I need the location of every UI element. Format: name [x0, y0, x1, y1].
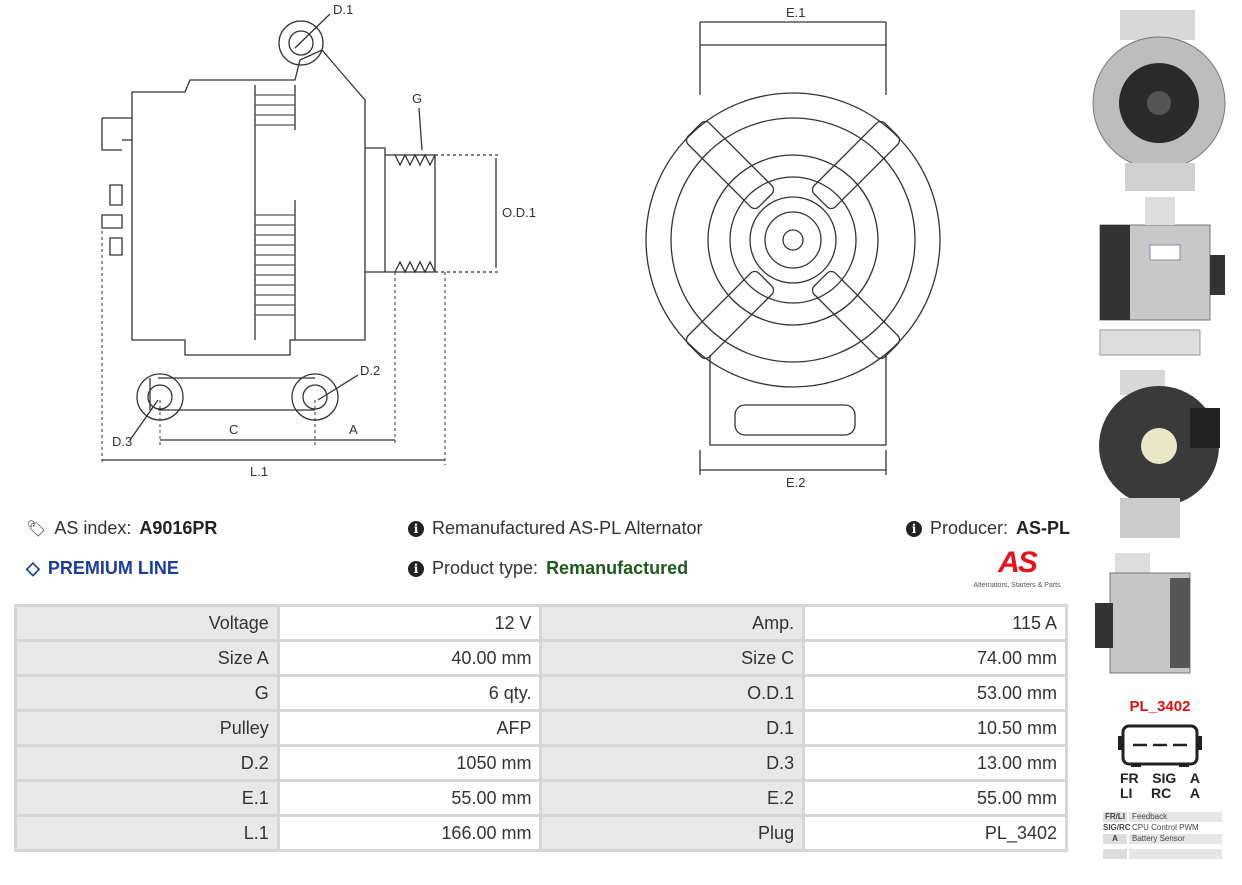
info-icon: i	[408, 560, 424, 577]
product-type: i Product type: Remanufactured	[408, 558, 688, 579]
product-type-value: Remanufactured	[546, 558, 689, 578]
spec-label: L.1	[14, 814, 280, 852]
product-photo-rear	[1090, 368, 1228, 543]
spec-label: D.1	[539, 709, 806, 747]
spec-value: 55.00 mm	[276, 779, 543, 817]
description: i Remanufactured AS-PL Alternator	[408, 518, 702, 539]
pin-label: FR	[1120, 770, 1139, 786]
legend-key: A	[1103, 834, 1127, 844]
spec-label: D.3	[539, 744, 806, 782]
label-od1: O.D.1	[502, 205, 536, 220]
spec-value: 12 V	[276, 604, 543, 642]
info-icon: i	[906, 520, 922, 537]
side-view-diagram: O.D.1 G D.1 D.2 D.3 C A L.1	[101, 2, 536, 479]
label-d2: D.2	[360, 363, 380, 378]
spec-value: PL_3402	[802, 814, 1068, 852]
pin-label: A	[1189, 785, 1200, 801]
product-photo-angle	[1090, 548, 1228, 683]
premium-line-badge: ◇ PREMIUM LINE	[26, 558, 179, 579]
spec-label: Plug	[539, 814, 806, 852]
plug-connector-icon	[1118, 724, 1202, 767]
spec-row: E.1 55.00 mm E.2 55.00 mm	[14, 779, 1068, 817]
label-a: A	[349, 422, 358, 437]
pin-label: A	[1189, 770, 1200, 786]
legend-value: CPU Control PWM	[1132, 823, 1199, 832]
label-l1: L.1	[250, 464, 268, 479]
description-text: Remanufactured AS-PL Alternator	[432, 518, 703, 538]
logo-tagline: Alternators, Starters & Parts	[973, 582, 1061, 589]
legend-row: SIG/RC CPU Control PWM	[1103, 823, 1222, 833]
spec-value: 10.50 mm	[802, 709, 1068, 747]
as-index: 🏷︎ AS index: A9016PR	[26, 518, 217, 539]
spec-label: Size C	[539, 639, 806, 677]
as-pl-logo: AS Alternators, Starters & Parts	[966, 548, 1068, 589]
producer-label: Producer:	[930, 518, 1009, 538]
spec-row: L.1 166.00 mm Plug PL_3402	[14, 814, 1068, 852]
legend-row: A Battery Sensor	[1103, 834, 1222, 844]
spec-value: 40.00 mm	[276, 639, 543, 677]
spec-row: Size A 40.00 mm Size C 74.00 mm	[14, 639, 1068, 677]
spec-label: Size A	[14, 639, 280, 677]
legend-value: Feedback	[1129, 812, 1222, 822]
spec-label: D.2	[14, 744, 280, 782]
as-index-value: A9016PR	[139, 518, 218, 538]
label-d1: D.1	[333, 2, 353, 17]
specs-table: Voltage 12 V Amp. 115 A Size A 40.00 mm Size C…	[14, 604, 1068, 852]
product-photo-front	[1090, 8, 1228, 193]
spec-value: 53.00 mm	[802, 674, 1068, 712]
as-index-label: AS index:	[54, 518, 132, 538]
product-photo-side	[1090, 195, 1228, 360]
premium-line-label: PREMIUM LINE	[47, 558, 179, 578]
spec-value: 166.00 mm	[276, 814, 543, 852]
spec-row: Voltage 12 V Amp. 115 A	[14, 604, 1068, 642]
legend-value: Battery Sensor	[1129, 834, 1222, 844]
legend-row-empty	[1103, 849, 1222, 859]
pin-label: SIG	[1152, 770, 1177, 786]
spec-label: Voltage	[14, 604, 280, 642]
spec-value: 1050 mm	[276, 744, 543, 782]
info-icon: i	[408, 520, 424, 537]
diamond-icon: ◇	[26, 558, 40, 578]
tags-icon: 🏷︎	[26, 520, 47, 538]
spec-value: 74.00 mm	[802, 639, 1068, 677]
spec-label: O.D.1	[539, 674, 806, 712]
plug-title: PL_3402	[1129, 698, 1191, 715]
spec-value: 6 qty.	[276, 674, 543, 712]
spec-row: D.2 1050 mm D.3 13.00 mm	[14, 744, 1068, 782]
spec-label: G	[14, 674, 280, 712]
legend-key: SIG/RC	[1103, 823, 1131, 832]
logo-mark: AS	[966, 548, 1068, 578]
pin-label: RC	[1151, 785, 1172, 801]
spec-value: 13.00 mm	[802, 744, 1068, 782]
label-c: C	[229, 422, 238, 437]
producer: i Producer: AS-PL	[906, 518, 1070, 539]
spec-value: 115 A	[802, 604, 1068, 642]
product-type-label: Product type:	[432, 558, 539, 578]
spec-label: E.1	[14, 779, 280, 817]
label-e2: E.2	[786, 475, 806, 490]
plug-legend: FR/LI Feedback SIG/RC CPU Control PWM A Bat…	[1103, 812, 1222, 860]
spec-label: Pulley	[14, 709, 280, 747]
spec-label: Amp.	[539, 604, 806, 642]
legend-key: FR/LI	[1103, 812, 1127, 822]
label-d3: D.3	[112, 434, 132, 449]
legend-row: FR/LI Feedback	[1103, 812, 1222, 822]
label-g: G	[412, 91, 422, 106]
plug-pins: FR SIG A LI RC A	[1120, 771, 1200, 801]
producer-value: AS-PL	[1016, 518, 1071, 538]
front-view-diagram: E.1 E.2	[645, 5, 941, 490]
spec-value: AFP	[276, 709, 543, 747]
label-e1: E.1	[786, 5, 806, 20]
spec-row: Pulley AFP D.1 10.50 mm	[14, 709, 1068, 747]
pin-label: LI	[1120, 785, 1133, 801]
spec-value: 55.00 mm	[802, 779, 1068, 817]
spec-label: E.2	[539, 779, 806, 817]
